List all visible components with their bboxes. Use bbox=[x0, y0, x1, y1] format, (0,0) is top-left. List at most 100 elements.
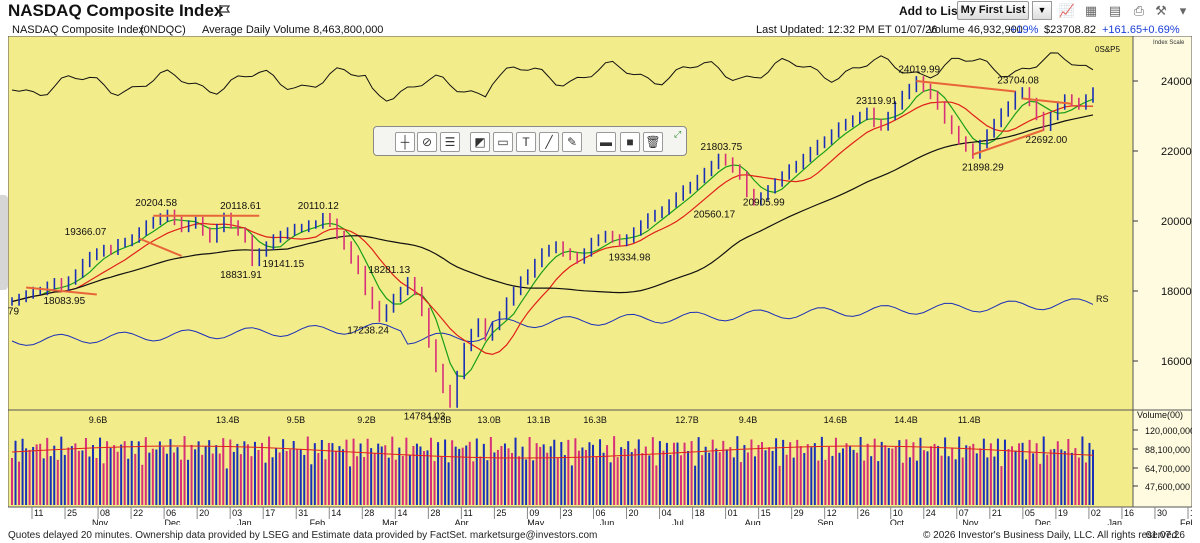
trend-line bbox=[916, 80, 1016, 93]
price-annotation: 14784.03 bbox=[404, 412, 446, 423]
price-tick-label: 16000 bbox=[1161, 356, 1192, 368]
info-bar: NASDAQ Composite Index (0NDQC) Average D… bbox=[8, 24, 1192, 36]
x-tick-label: 19 bbox=[1058, 508, 1068, 518]
month-label: Dec bbox=[165, 518, 182, 525]
print-icon[interactable]: ⎙ bbox=[1133, 3, 1145, 18]
ma10-line bbox=[11, 88, 1094, 378]
volume-tick-label: 64,700,000 bbox=[1145, 464, 1190, 474]
footer-disclaimer: Quotes delayed 20 minutes. Ownership dat… bbox=[8, 530, 598, 541]
price-annotation: 21898.29 bbox=[962, 163, 1004, 174]
price-annotation: 20118.61 bbox=[220, 201, 261, 212]
x-tick-label: 05 bbox=[1025, 508, 1035, 518]
price-annotation: 20560.17 bbox=[693, 209, 735, 220]
settings-icon[interactable]: ⚒ bbox=[1155, 3, 1167, 18]
line-weight-icon[interactable]: ▬ bbox=[596, 132, 616, 152]
x-tick-label: 14 bbox=[331, 508, 341, 518]
x-tick-label: 23 bbox=[562, 508, 572, 518]
line-tool-icon[interactable]: ⊘ bbox=[417, 132, 437, 152]
layout-icon[interactable]: ▤ bbox=[1108, 3, 1122, 18]
price-tick-label: 18000 bbox=[1161, 286, 1192, 298]
side-panel-handle[interactable] bbox=[0, 195, 8, 290]
x-tick-label: 06 bbox=[595, 508, 605, 518]
index-symbol: (0NDQC) bbox=[140, 24, 186, 36]
price-annotation: 19334.98 bbox=[609, 252, 651, 263]
price-annotation: 20204.58 bbox=[135, 198, 177, 209]
chart-icon[interactable]: 📈 bbox=[1058, 3, 1076, 18]
volume-tick-label: 47,600,000 bbox=[1145, 482, 1190, 492]
x-tick-label: 02 bbox=[1091, 508, 1101, 518]
volume-tick-label: 120,000,000 bbox=[1145, 426, 1192, 436]
volume-ma-line bbox=[11, 445, 1094, 459]
price-annotation: 18281.13 bbox=[368, 265, 410, 276]
volume-annotation: 13.0B bbox=[477, 415, 501, 425]
x-tick-label: 14 bbox=[397, 508, 407, 518]
color-icon[interactable]: ■ bbox=[620, 132, 640, 152]
volume-annotation: 16.3B bbox=[583, 415, 607, 425]
x-tick-label: 13 bbox=[1190, 508, 1192, 518]
volume-annotation: 14.4B bbox=[894, 415, 918, 425]
list-icon[interactable]: ☰ bbox=[440, 132, 460, 152]
trash-icon[interactable]: 🗑 bbox=[643, 132, 663, 152]
close-icon[interactable]: ⤢ bbox=[674, 129, 682, 139]
volume-annotation: 9.6B bbox=[89, 415, 108, 425]
x-tick-label: 25 bbox=[496, 508, 506, 518]
price-volume-chart: 16000 18000 20000 22000 24000 Index Scale Volu… bbox=[0, 35, 1200, 528]
volume-pct: +19% bbox=[1010, 24, 1039, 36]
price-annotation: 20905.99 bbox=[743, 197, 785, 208]
volume-annotation: 9.4B bbox=[739, 415, 758, 425]
footer: Quotes delayed 20 minutes. Ownership dat… bbox=[8, 530, 1192, 542]
volume-annotation: 12.7B bbox=[675, 415, 699, 425]
flag-icon[interactable] bbox=[218, 4, 232, 18]
crosshair-icon[interactable]: ┼ bbox=[395, 132, 415, 152]
x-tick-label: 30 bbox=[1157, 508, 1167, 518]
fill-icon[interactable]: ◩ bbox=[470, 132, 490, 152]
volume-annotation: 13.5B bbox=[428, 415, 452, 425]
price-annotation: 20110.12 bbox=[298, 201, 339, 212]
sp500-line bbox=[11, 52, 1094, 102]
chart-area: 16000 18000 20000 22000 24000 Index Scale Volu… bbox=[0, 35, 1200, 528]
x-tick-label: 29 bbox=[794, 508, 804, 518]
text-tool-icon[interactable]: T bbox=[516, 132, 536, 152]
dropdown-arrow-icon[interactable]: ▼ bbox=[1032, 1, 1052, 20]
x-tick-label: 06 bbox=[166, 508, 176, 518]
x-tick-label: 21 bbox=[992, 508, 1002, 518]
volume-axis-title: Volume(00) bbox=[1137, 410, 1183, 420]
x-axis-background bbox=[8, 507, 1192, 525]
price-annotation: 18083.95 bbox=[43, 296, 85, 307]
month-label: Feb bbox=[310, 518, 326, 525]
month-label: Jan bbox=[1107, 518, 1122, 525]
price-annotation: 22692.00 bbox=[1026, 135, 1068, 146]
rs-line bbox=[11, 298, 1094, 346]
grid-icon[interactable]: ▦ bbox=[1084, 3, 1098, 18]
x-tick-label: 16 bbox=[1124, 508, 1134, 518]
pen-icon[interactable]: ╱ bbox=[539, 132, 559, 152]
month-label: Oct bbox=[890, 518, 905, 525]
rectangle-icon[interactable]: ▭ bbox=[493, 132, 513, 152]
page-title: NASDAQ Composite Index bbox=[8, 1, 224, 20]
list-select[interactable]: My First List bbox=[957, 1, 1029, 20]
change-pct: +0.69% bbox=[1142, 24, 1180, 36]
x-tick-label: 28 bbox=[364, 508, 374, 518]
change-value: +161.65 bbox=[1102, 24, 1143, 36]
trend-line bbox=[972, 129, 1044, 156]
drawing-toolbar: ┼ ⊘ ☰ ◩ ▭ T ╱ ✎ ▬ ■ 🗑 ⤢ bbox=[373, 126, 687, 156]
trend-line bbox=[1022, 97, 1072, 105]
month-label: Nov bbox=[962, 518, 979, 525]
dropdown-arrow-icon[interactable]: ▾ bbox=[1179, 3, 1187, 18]
x-tick-label: 25 bbox=[67, 508, 77, 518]
month-label: May bbox=[527, 518, 545, 525]
x-tick-label: 15 bbox=[761, 508, 771, 518]
add-to-list-label: Add to List: bbox=[899, 4, 966, 18]
x-tick-label: 12 bbox=[827, 508, 837, 518]
volume-tick-label: 88,100,000 bbox=[1145, 445, 1190, 455]
x-tick-label: 10 bbox=[893, 508, 903, 518]
price-annotation: 21803.75 bbox=[701, 142, 743, 153]
price-annotation: 24019.99 bbox=[898, 64, 940, 75]
x-tick-label: 07 bbox=[959, 508, 969, 518]
price-tick-label: 20000 bbox=[1161, 216, 1192, 228]
x-tick-label: 28 bbox=[430, 508, 440, 518]
x-tick-label: 24 bbox=[926, 508, 936, 518]
month-label: Aug bbox=[745, 518, 761, 525]
x-tick-label: 18 bbox=[695, 508, 705, 518]
pencil-icon[interactable]: ✎ bbox=[562, 132, 582, 152]
